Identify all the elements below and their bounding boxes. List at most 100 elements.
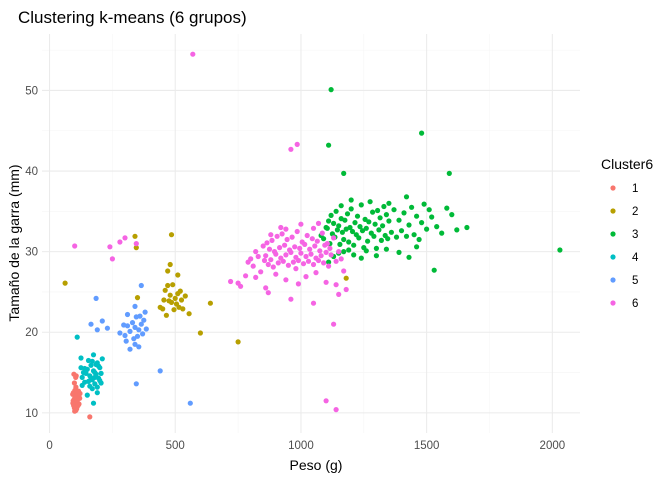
data-point — [310, 261, 317, 268]
data-point — [434, 224, 440, 230]
data-point — [137, 313, 143, 319]
data-point — [386, 200, 392, 206]
data-point — [414, 244, 420, 250]
data-point — [79, 374, 85, 380]
data-point — [228, 278, 234, 285]
data-point — [376, 227, 382, 233]
data-point — [424, 226, 430, 232]
data-point — [127, 328, 133, 334]
data-point — [380, 223, 386, 229]
data-point — [141, 317, 147, 323]
data-point — [342, 217, 348, 223]
data-point — [293, 266, 299, 272]
data-point — [333, 208, 339, 214]
data-point — [283, 252, 289, 258]
data-point — [72, 394, 78, 400]
data-point — [167, 261, 173, 268]
data-point — [178, 297, 185, 303]
data-point — [132, 303, 138, 309]
data-point — [88, 321, 94, 327]
data-point — [348, 197, 354, 203]
data-point — [367, 199, 373, 205]
data-point — [383, 246, 389, 252]
data-point — [99, 356, 105, 362]
data-point — [326, 263, 332, 269]
data-point — [454, 227, 460, 233]
y-tick-label: 20 — [25, 327, 38, 339]
data-point — [359, 228, 366, 234]
data-point — [321, 260, 327, 266]
data-point — [429, 214, 435, 220]
data-point — [365, 238, 371, 244]
data-point — [90, 400, 97, 406]
data-point — [341, 236, 347, 243]
data-point — [388, 229, 394, 235]
data-point — [279, 231, 285, 237]
data-point — [253, 249, 259, 255]
data-point — [104, 325, 110, 331]
data-point — [314, 238, 320, 244]
data-point — [288, 146, 294, 152]
x-axis-title: Peso (g) — [290, 457, 343, 473]
data-point — [331, 235, 337, 241]
data-point — [170, 282, 176, 288]
legend-label: 4 — [632, 252, 639, 264]
legend-title: Cluster6 — [601, 156, 653, 172]
data-point — [295, 281, 301, 287]
data-point — [94, 327, 100, 333]
data-point — [328, 252, 334, 258]
data-point — [323, 279, 329, 285]
data-point — [344, 211, 351, 217]
data-point — [268, 232, 274, 238]
x-tick-label: 1000 — [288, 440, 314, 452]
data-point — [289, 234, 295, 240]
data-point — [310, 225, 317, 231]
data-point — [298, 250, 304, 256]
data-point — [121, 322, 127, 328]
data-point — [319, 230, 325, 236]
data-point — [347, 224, 353, 231]
data-point — [351, 242, 357, 248]
data-point — [136, 344, 142, 350]
data-point — [172, 295, 178, 301]
data-point — [109, 256, 115, 262]
data-point — [132, 341, 138, 347]
data-point — [250, 263, 256, 269]
data-point — [419, 220, 425, 226]
grid-lines — [42, 34, 580, 433]
data-point — [393, 234, 400, 240]
data-point — [90, 352, 97, 358]
data-point — [107, 244, 113, 250]
data-point — [263, 285, 269, 291]
data-point — [182, 293, 188, 299]
data-point — [371, 233, 377, 239]
data-point — [338, 256, 344, 262]
data-point — [255, 253, 261, 260]
data-point — [391, 207, 397, 213]
data-point — [298, 221, 304, 227]
data-point — [444, 205, 450, 211]
data-point — [265, 261, 271, 268]
data-point — [160, 306, 166, 312]
data-point — [336, 223, 342, 229]
data-point — [358, 202, 364, 208]
data-point — [349, 228, 356, 235]
data-point — [258, 269, 264, 275]
data-point — [309, 236, 315, 242]
data-point — [303, 274, 309, 280]
data-point — [161, 297, 167, 303]
data-point — [253, 274, 259, 280]
legend-label: 3 — [632, 229, 638, 241]
y-axis-title: Tamaño de la garra (mm) — [6, 164, 22, 321]
data-point — [99, 318, 105, 324]
data-point — [288, 249, 294, 255]
data-point — [283, 226, 289, 232]
data-point — [278, 224, 284, 231]
data-point — [265, 290, 271, 296]
data-point — [341, 268, 347, 274]
data-point — [336, 249, 342, 255]
legend-label: 6 — [632, 298, 638, 310]
data-point — [294, 228, 300, 235]
data-point — [284, 236, 290, 243]
data-point — [381, 203, 387, 210]
